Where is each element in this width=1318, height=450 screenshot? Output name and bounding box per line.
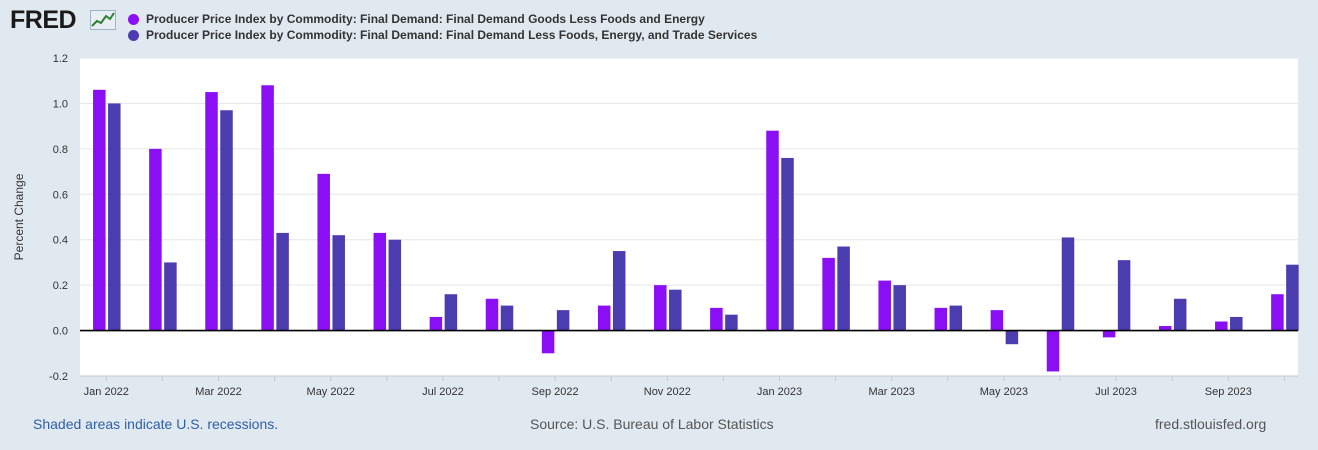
bar-series-2-2022-08[interactable] [500, 305, 514, 331]
x-tick-label: Mar 2023 [868, 386, 914, 398]
bar-series-2-2022-11[interactable] [669, 289, 682, 331]
site-link[interactable]: fred.stlouisfed.org [1155, 416, 1267, 432]
bar-series-1-2023-02[interactable] [822, 257, 835, 331]
legend-marker-series-2 [128, 29, 139, 41]
bar-series-1-2023-04[interactable] [934, 307, 948, 331]
bar-series-2-2022-02[interactable] [164, 262, 177, 331]
bar-series-2-2023-05[interactable] [1005, 330, 1019, 345]
x-axis: Jan 2022 Mar 2022 May 2022 Jul 2022 Sep 2022… [80, 329, 1298, 398]
x-tick-label: May 2022 [307, 386, 355, 398]
bar-series-1-2022-05[interactable] [317, 173, 330, 331]
bar-series-2-2023-03[interactable] [893, 285, 906, 331]
bar-series-1-2022-02[interactable] [149, 148, 162, 331]
legend-label-series-2: Producer Price Index by Commodity: Final… [146, 28, 758, 42]
bar-series-2-2023-06[interactable] [1061, 237, 1075, 331]
y-axis-tick-labels: -0.2 0.0 0.2 0.4 0.6 0.8 1.0 1.2 [49, 53, 68, 383]
bar-series-2-2023-01[interactable] [781, 157, 794, 331]
y-tick-label: -0.2 [49, 371, 68, 383]
legend-label-series-1: Producer Price Index by Commodity: Final… [146, 12, 705, 26]
x-tick-label: Jan 2023 [757, 386, 802, 398]
x-tick-label: Nov 2022 [644, 386, 691, 398]
bar-series-1-2022-01[interactable] [93, 89, 106, 331]
fred-logo-graph-icon [90, 10, 116, 30]
bar-series-2-2023-02[interactable] [837, 246, 850, 331]
bar-series-2-2022-05[interactable] [332, 235, 345, 331]
x-tick-label: Jul 2022 [422, 386, 464, 398]
bar-series-1-2023-10[interactable] [1271, 294, 1284, 331]
x-tick-label: Sep 2023 [1205, 386, 1252, 398]
bar-series-2-2022-03[interactable] [220, 110, 233, 331]
x-tick-label: May 2023 [980, 386, 1028, 398]
x-tick-label: Jul 2023 [1095, 386, 1137, 398]
fred-logo[interactable]: FRED [10, 6, 77, 34]
y-tick-label: 0.0 [53, 326, 68, 338]
bar-series-1-2022-10[interactable] [597, 305, 611, 331]
bar-chart[interactable]: -0.2 0.0 0.2 0.4 0.6 0.8 1.0 1.2 Jan 2022 Mar 20… [0, 0, 1318, 410]
y-tick-label: 1.2 [53, 53, 68, 65]
bar-series-1-2022-03[interactable] [205, 92, 218, 331]
bar-series-1-2022-06[interactable] [373, 232, 387, 331]
bar-series-1-2022-09[interactable] [541, 330, 555, 354]
x-tick-label: Jan 2022 [84, 386, 129, 398]
bar-series-2-2022-07[interactable] [444, 294, 458, 331]
bar-series-2-2023-09[interactable] [1230, 316, 1243, 331]
bar-series-1-2023-03[interactable] [878, 280, 891, 331]
bar-series-1-2023-06[interactable] [1046, 330, 1060, 372]
legend-item-goods-less-foods-energy[interactable]: Producer Price Index by Commodity: Final… [128, 11, 757, 27]
bar-series-1-2022-04[interactable] [261, 85, 274, 331]
y-tick-label: 0.8 [53, 144, 68, 156]
bar-series-1-2023-05[interactable] [990, 310, 1004, 331]
bar-series-1-2023-09[interactable] [1215, 321, 1228, 331]
bar-series-2-2023-07[interactable] [1117, 260, 1131, 331]
bar-series-1-2022-12[interactable] [710, 307, 723, 331]
x-tick-label: Mar 2022 [195, 386, 241, 398]
bar-series-2-2022-06[interactable] [388, 239, 402, 331]
x-tick-label: Sep 2022 [532, 386, 579, 398]
bar-series-2-2022-09[interactable] [556, 310, 570, 331]
y-tick-label: 0.6 [53, 189, 68, 201]
y-axis-label: Percent Change [12, 173, 26, 260]
bar-series-1-2022-08[interactable] [485, 298, 499, 331]
bar-series-1-2022-11[interactable] [654, 285, 667, 331]
bar-series-2-2022-04[interactable] [276, 232, 289, 331]
bar-series-2-2022-12[interactable] [725, 314, 738, 331]
bar-series-1-2023-07[interactable] [1102, 330, 1116, 338]
chart-legend: Producer Price Index by Commodity: Final… [128, 11, 757, 43]
y-tick-label: 1.0 [53, 98, 68, 110]
bar-series-1-2023-08[interactable] [1158, 326, 1172, 331]
source-note: Source: U.S. Bureau of Labor Statistics [530, 416, 774, 432]
bar-series-2-2023-04[interactable] [949, 305, 963, 331]
bars [93, 85, 1299, 372]
recession-note: Shaded areas indicate U.S. recessions. [33, 416, 279, 432]
y-tick-label: 0.2 [53, 280, 68, 292]
bar-series-1-2022-07[interactable] [429, 316, 443, 331]
bar-series-2-2022-10[interactable] [612, 251, 626, 331]
bar-series-2-2023-10[interactable] [1286, 264, 1299, 331]
legend-marker-series-1 [128, 13, 139, 25]
bar-series-2-2022-01[interactable] [108, 103, 121, 331]
bar-series-1-2023-01[interactable] [766, 130, 779, 331]
bar-series-2-2023-08[interactable] [1173, 298, 1187, 331]
y-tick-label: 0.4 [53, 235, 68, 247]
legend-item-less-foods-energy-trade[interactable]: Producer Price Index by Commodity: Final… [128, 27, 757, 43]
